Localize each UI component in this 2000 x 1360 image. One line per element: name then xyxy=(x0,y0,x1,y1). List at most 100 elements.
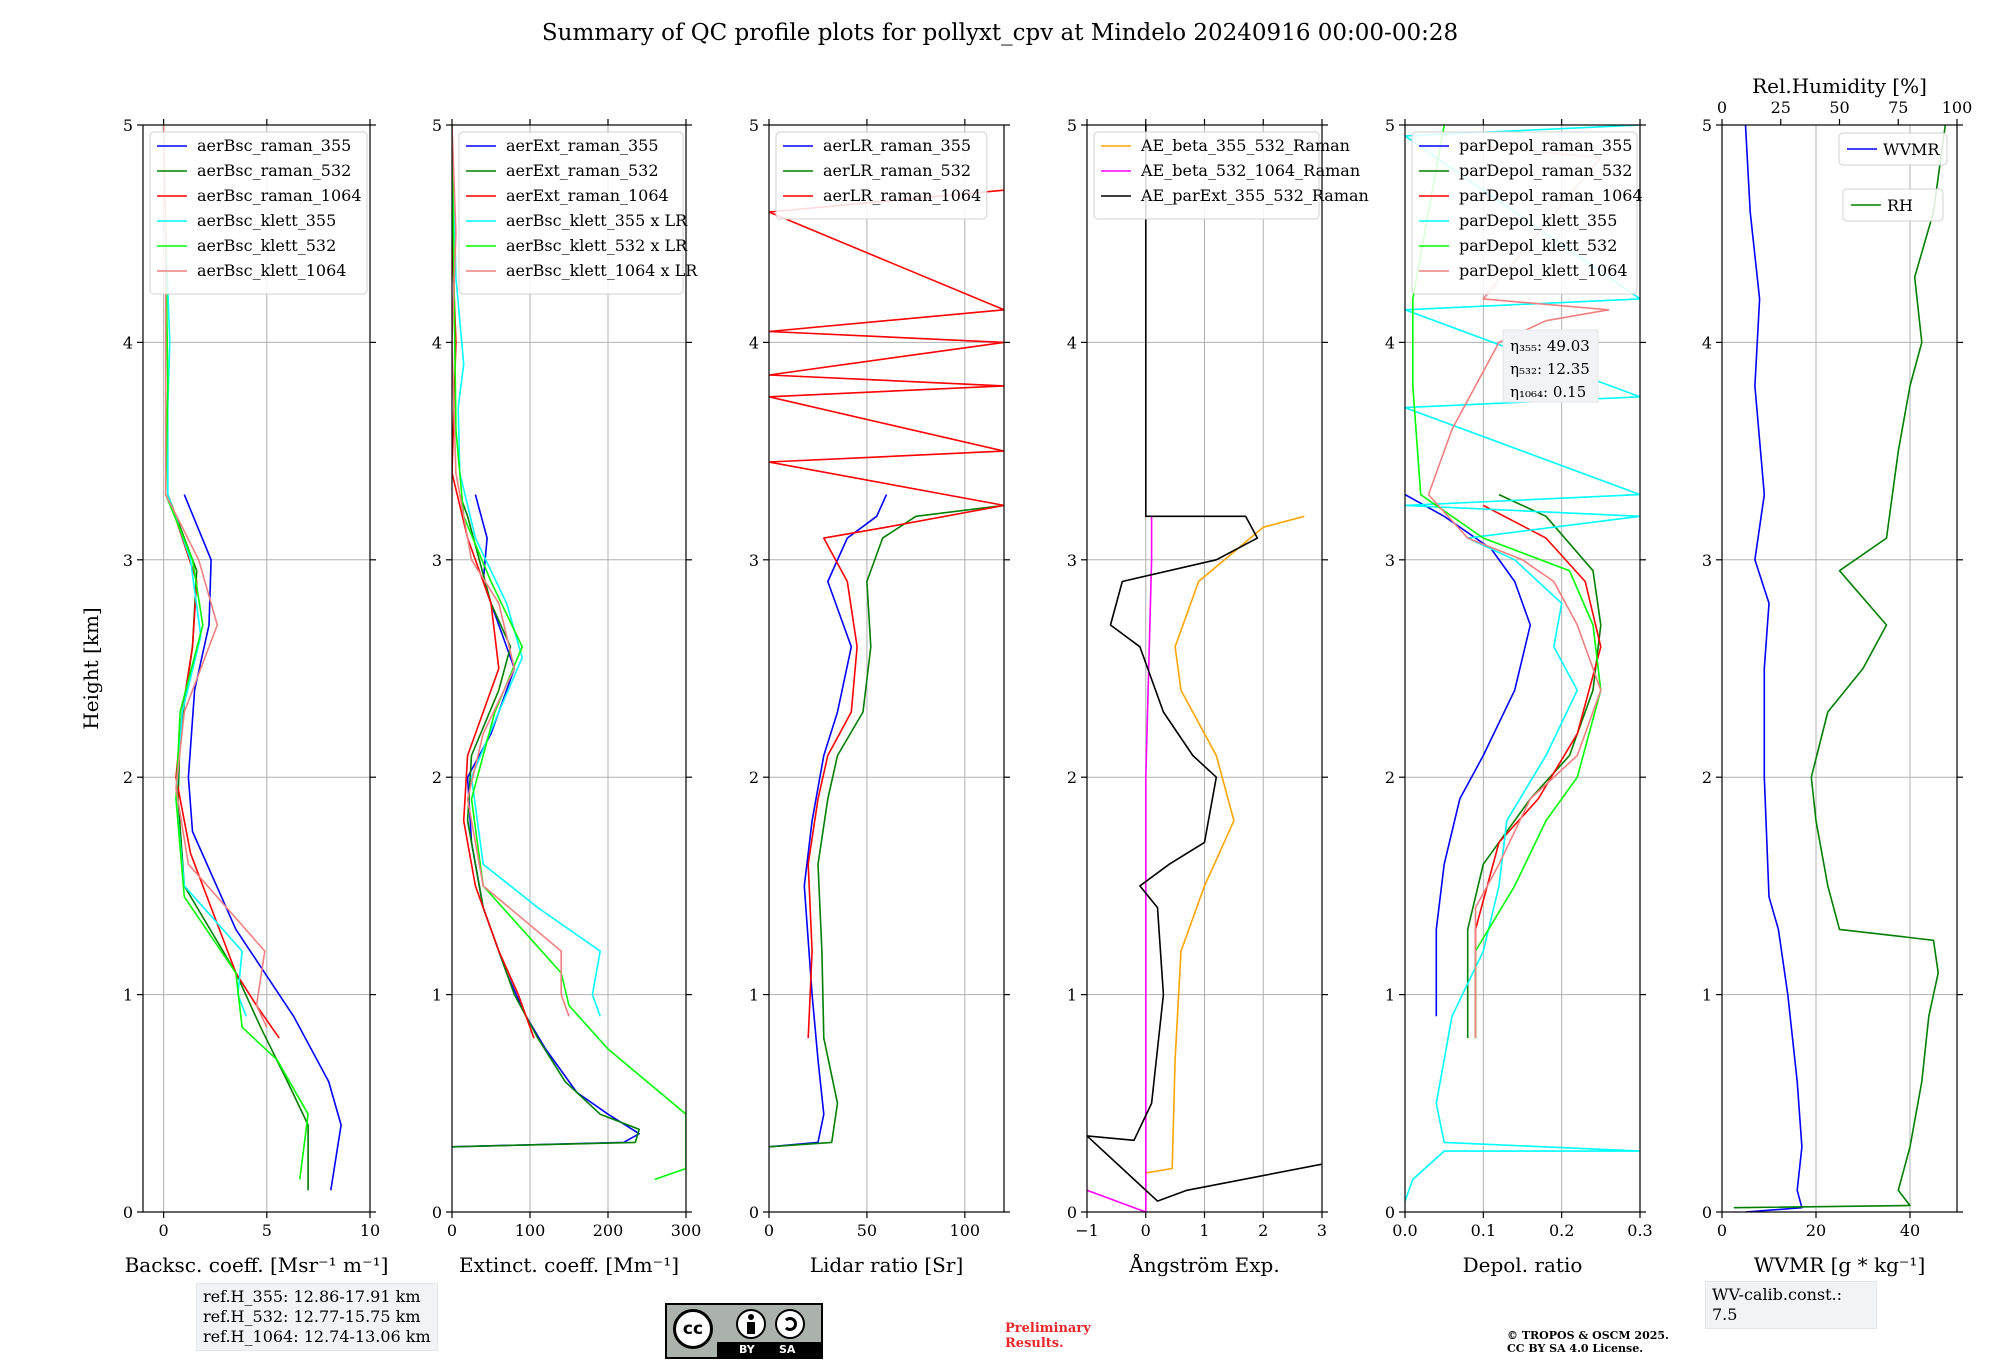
series-pardepol-klett-532 xyxy=(1412,125,1602,1039)
series-group xyxy=(769,189,1004,1148)
preliminary-line-1: Preliminary xyxy=(1005,1321,1091,1336)
copyright-notice: © TROPOS & OSCM 2025. CC BY SA 4.0 Licen… xyxy=(1507,1329,1669,1355)
legend-label: parDepol_klett_1064 xyxy=(1459,261,1628,280)
legend-frame xyxy=(1093,131,1320,220)
preliminary-notice: Preliminary Results. xyxy=(1005,1321,1091,1351)
series-aerbsc-raman-1064 xyxy=(167,494,280,1039)
y-tick-label: 5 xyxy=(432,116,442,135)
y-tick-label: 5 xyxy=(123,116,133,135)
annotation-line: η₁₀₆₄: 0.15 xyxy=(1510,383,1586,401)
legend-frame xyxy=(149,131,368,295)
series-aerbsc-klett-532 xyxy=(162,125,309,1180)
legend-label: aerBsc_klett_355 x LR xyxy=(506,211,688,230)
legend-wvmr: WVMR xyxy=(1838,132,1948,166)
y-tick-label: 5 xyxy=(749,116,759,135)
x-tick-label: 40 xyxy=(1900,1221,1920,1240)
legend-label: aerBsc_raman_1064 xyxy=(197,186,362,205)
series-pardepol-klett-1064 xyxy=(1427,145,1610,1039)
series-group xyxy=(1733,125,1947,1212)
reference-height-box: ref.H_355: 12.86-17.91 km ref.H_532: 12.… xyxy=(196,1283,438,1351)
x-tick-label: 1 xyxy=(1199,1221,1209,1240)
x-axis-label: Depol. ratio xyxy=(1463,1253,1583,1277)
y-tick-label: 2 xyxy=(1385,768,1395,787)
ref-height-1064: ref.H_1064: 12.74-13.06 km xyxy=(203,1327,431,1346)
y-tick-label: 4 xyxy=(123,333,133,352)
series-pardepol-klett-355 xyxy=(1405,125,1640,1202)
series-aerext-raman-1064 xyxy=(452,233,535,1039)
legend-label: parDepol_klett_355 xyxy=(1459,211,1617,230)
panel-depol: 0.0 0.1 0.2 0.3 0 1 2 3 4 5 Depol. ratio parDepol_r… xyxy=(1385,116,1653,1277)
legend-label: aerExt_raman_532 xyxy=(506,161,659,180)
legend-label: AE_beta_532_1064_Raman xyxy=(1140,161,1360,180)
series-group xyxy=(162,125,342,1191)
legend-frame xyxy=(1838,132,1948,166)
ref-height-532: ref.H_532: 12.77-15.75 km xyxy=(203,1307,421,1326)
legend-label: AE_parExt_355_532_Raman xyxy=(1140,186,1369,205)
y-tick-label: 1 xyxy=(749,986,759,1005)
legend-label: AE_beta_355_532_Raman xyxy=(1140,136,1350,155)
x2-tick-label: 75 xyxy=(1888,98,1908,117)
series-ae-beta-355-532-raman xyxy=(1145,515,1305,1202)
x-tick-label: 300 xyxy=(671,1221,702,1240)
y-tick-label: 1 xyxy=(1385,986,1395,1005)
legend-label: WVMR xyxy=(1883,140,1940,159)
y-tick-label: 4 xyxy=(1702,333,1712,352)
x-tick-label: 0.2 xyxy=(1549,1221,1574,1240)
axes-frame xyxy=(768,124,1005,1213)
x-axis-label: Extinct. coeff. [Mm⁻¹] xyxy=(459,1253,679,1277)
x2-tick-label: 50 xyxy=(1829,98,1849,117)
x-tick-label: 3 xyxy=(1317,1221,1327,1240)
series-group xyxy=(1087,125,1322,1212)
x-tick-label: 2 xyxy=(1258,1221,1268,1240)
series-pardepol-raman-1064 xyxy=(1474,504,1602,1039)
series-aerlr-raman-1064 xyxy=(769,189,1004,1039)
series-group xyxy=(1405,125,1640,1202)
series-aerbsc-klett-1064 xyxy=(162,125,268,1028)
preliminary-line-2: Results. xyxy=(1005,1336,1064,1351)
legend-label: aerExt_raman_355 xyxy=(506,136,659,155)
legend-frame xyxy=(775,131,988,220)
axes-frame xyxy=(451,124,687,1213)
series-pardepol-raman-532 xyxy=(1466,493,1602,1039)
x-tick-label: 0.3 xyxy=(1627,1221,1652,1240)
axes-frame xyxy=(142,124,371,1213)
x-tick-label: 0 xyxy=(1141,1221,1151,1240)
legend-label: parDepol_raman_1064 xyxy=(1459,186,1643,205)
x-tick-label: 0.1 xyxy=(1471,1221,1496,1240)
legend-label: aerLR_raman_355 xyxy=(823,136,971,155)
y-tick-label: 2 xyxy=(1067,768,1077,787)
share-alike-icon xyxy=(775,1309,805,1339)
legend-label: aerBsc_raman_355 xyxy=(197,136,351,155)
x-tick-label: 0 xyxy=(764,1221,774,1240)
axes-frame xyxy=(1721,124,1958,1213)
ref-height-355: ref.H_355: 12.86-17.91 km xyxy=(203,1287,421,1306)
legend-rh: RH xyxy=(1842,188,1944,222)
x-tick-label: 0.0 xyxy=(1392,1221,1417,1240)
legend: aerExt_raman_355 aerExt_raman_532 aerExt_r… xyxy=(458,131,698,295)
axes-frame xyxy=(1404,124,1641,1213)
y-tick-label: 1 xyxy=(1702,986,1712,1005)
wv-calibration-text: WV-calib.const.: 7.5 xyxy=(1712,1285,1843,1324)
y-tick-label: 5 xyxy=(1702,116,1712,135)
y-tick-label: 2 xyxy=(432,768,442,787)
legend: parDepol_raman_355 parDepol_raman_532 parD… xyxy=(1411,131,1643,295)
legend-label: aerBsc_klett_532 xyxy=(197,236,336,255)
x-tick-label: 100 xyxy=(950,1221,981,1240)
x2-tick-label: 100 xyxy=(1942,98,1973,117)
x-tick-label: 20 xyxy=(1806,1221,1826,1240)
y-tick-label: 0 xyxy=(123,1203,133,1222)
x-tick-label: 200 xyxy=(593,1221,624,1240)
series-rh xyxy=(1733,125,1947,1209)
panel-ext: 0 100 200 300 0 1 2 3 4 5 Extinct. coeff. [Mm⁻¹] ae… xyxy=(432,116,701,1277)
y-tick-label: 0 xyxy=(1702,1203,1712,1222)
legend-label: aerExt_raman_1064 xyxy=(506,186,669,205)
y-tick-label: 0 xyxy=(1385,1203,1395,1222)
figure-title: Summary of QC profile plots for pollyxt_… xyxy=(541,20,1459,46)
attribution-icon xyxy=(736,1309,766,1339)
y-tick-label: 3 xyxy=(123,551,133,570)
license-by-label: BY xyxy=(739,1343,755,1356)
eta-annotation: η₃₅₅: 49.03 η₅₃₂: 12.35 η₁₀₆₄: 0.15 xyxy=(1502,329,1599,403)
y-tick-label: 0 xyxy=(432,1203,442,1222)
series-aerext-raman-355 xyxy=(452,494,641,1148)
